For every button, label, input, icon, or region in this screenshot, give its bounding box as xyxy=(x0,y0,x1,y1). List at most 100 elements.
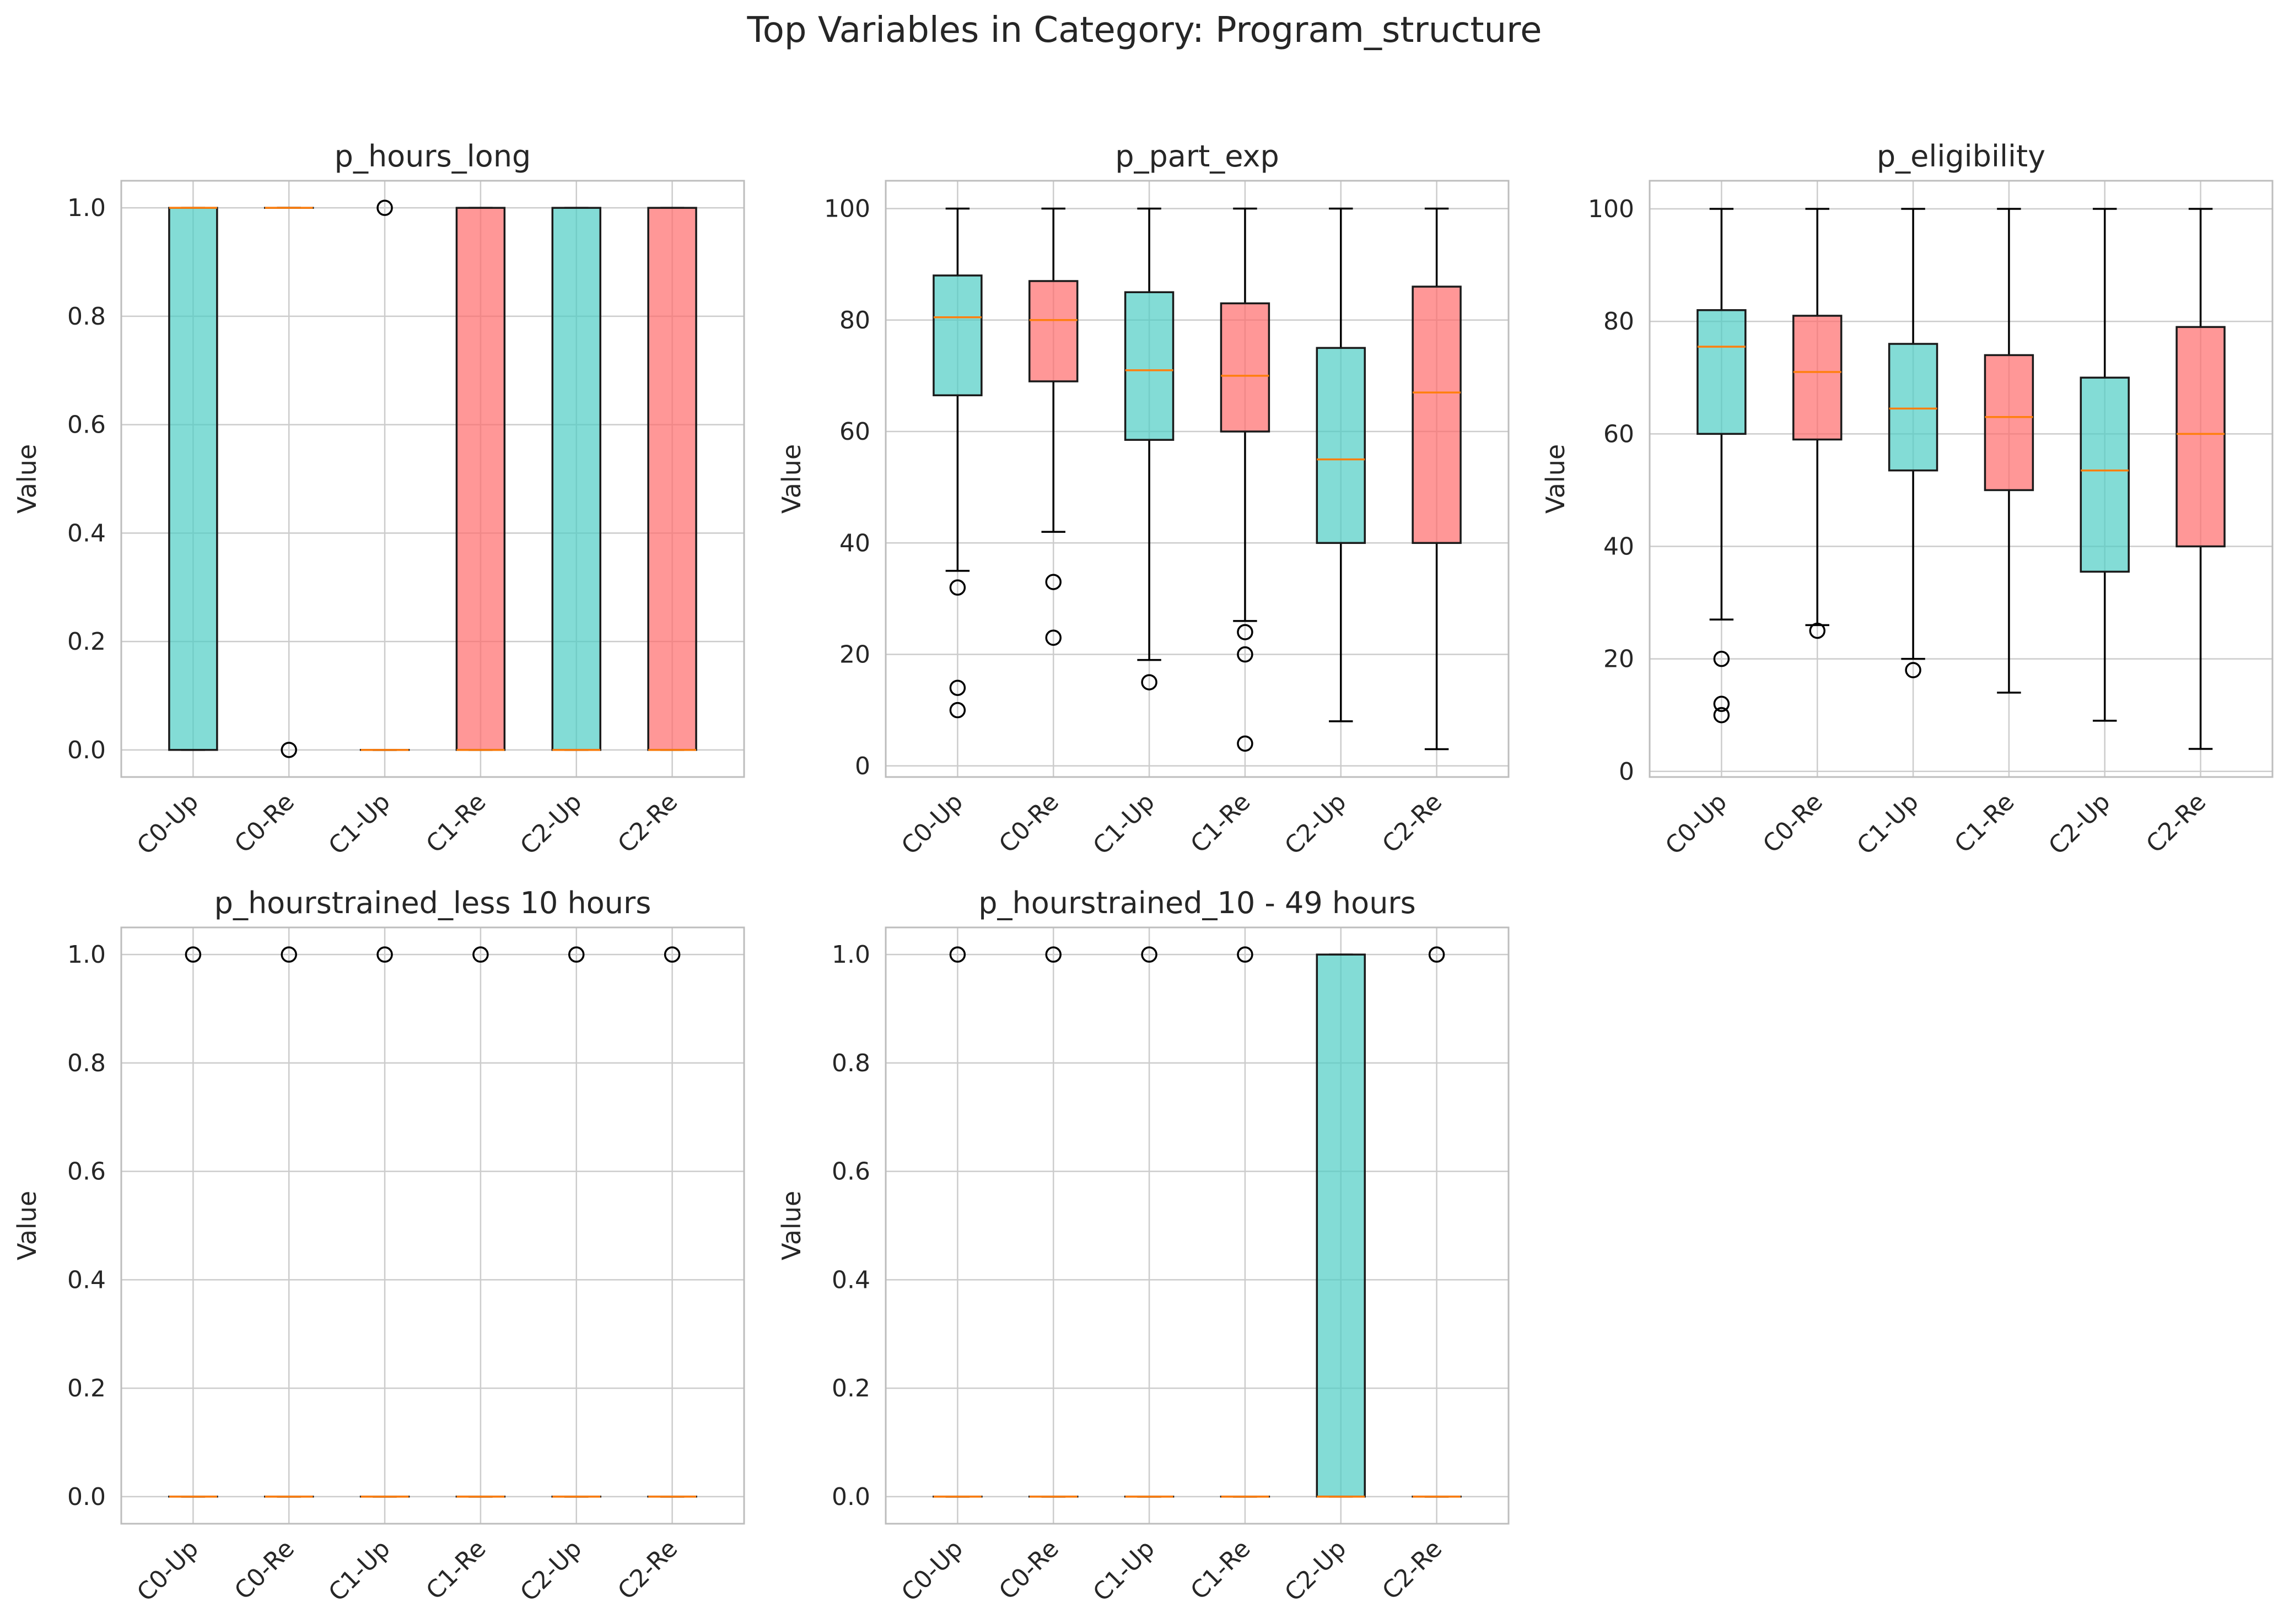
x-tick-label: C1-Re xyxy=(1186,788,1256,859)
box-C0-Re xyxy=(1792,208,1843,639)
iqr-box xyxy=(455,207,506,751)
x-tick-label: C1-Up xyxy=(1088,1535,1160,1607)
subplot-title: p_hourstrained_less 10 hours xyxy=(214,886,651,920)
y-tick-label: 0.0 xyxy=(67,736,106,764)
box-C1-Up xyxy=(1888,208,1938,678)
y-tick-label: 0.4 xyxy=(67,519,106,547)
iqr-box xyxy=(551,207,601,751)
y-tick-label: 0.8 xyxy=(832,1049,870,1077)
x-tick-label: C1-Up xyxy=(1852,788,1924,860)
x-tick-label: C2-Re xyxy=(1377,1535,1447,1605)
x-tick-label: C1-Up xyxy=(324,1535,396,1607)
iqr-box xyxy=(1696,309,1747,435)
subplot-2: 0 20 40 60 80 100 C0-Up C0-Re C1-Up C1-Re C2-Up C2-… xyxy=(777,139,1510,860)
outlier-point xyxy=(1809,622,1825,639)
outlier-point xyxy=(1713,650,1730,667)
y-tick-label: 0.0 xyxy=(832,1483,870,1511)
box-C2-Up xyxy=(551,946,601,1498)
subplot-1: 0.0 0.2 0.4 0.6 0.8 1.0 C0-Up C0-Re C1-Up C1-Re C2… xyxy=(12,139,745,860)
outlier-point xyxy=(1428,946,1445,963)
outlier-point xyxy=(376,946,393,963)
subplot-5: 0.0 0.2 0.4 0.6 0.8 1.0 C0-Up C0-Re C1-Up C1-Re C2… xyxy=(777,886,1510,1607)
outlier-point xyxy=(1045,629,1062,646)
box-C2-Up xyxy=(551,207,601,751)
outlier-point xyxy=(1141,946,1157,963)
y-tick-label: 60 xyxy=(839,418,870,446)
y-tick-label: 80 xyxy=(1603,307,1634,336)
axes-frame xyxy=(120,180,745,778)
iqr-box xyxy=(1792,315,1843,441)
y-tick-label: 0.6 xyxy=(67,411,106,439)
y-tick-label: 40 xyxy=(839,529,870,557)
outlier-point xyxy=(949,946,966,963)
x-tick-label: C0-Up xyxy=(1660,788,1732,860)
y-tick-label: 0 xyxy=(1619,758,1634,786)
x-tick-label: C1-Re xyxy=(421,788,492,859)
x-tick-label: C1-Up xyxy=(1088,788,1160,860)
y-tick-label: 0.4 xyxy=(832,1266,870,1294)
iqr-box xyxy=(2175,326,2226,548)
axes-frame xyxy=(885,180,1510,778)
subplot-title: p_part_exp xyxy=(1115,139,1279,174)
y-axis-label: Value xyxy=(12,444,42,514)
x-tick-label: C0-Up xyxy=(896,788,968,860)
x-tick-label: C0-Re xyxy=(994,788,1064,859)
outlier-point xyxy=(1905,662,1921,678)
box-C1-Up xyxy=(1124,946,1175,1498)
y-tick-label: 1.0 xyxy=(832,941,870,969)
outlier-point xyxy=(949,702,966,719)
y-tick-label: 0.4 xyxy=(67,1266,106,1294)
box-C0-Up xyxy=(168,946,218,1498)
box-C0-Up xyxy=(933,946,983,1498)
x-tick-label: C2-Up xyxy=(2043,788,2115,860)
outlier-point xyxy=(1237,624,1253,640)
y-tick-label: 0.2 xyxy=(67,1374,106,1402)
y-tick-label: 0.6 xyxy=(67,1158,106,1186)
outlier-point xyxy=(949,579,966,596)
x-tick-label: C0-Re xyxy=(1758,788,1828,859)
x-tick-label: C2-Up xyxy=(515,1535,587,1607)
box-C0-Re xyxy=(1028,207,1079,646)
iqr-box xyxy=(1412,285,1462,544)
y-tick-label: 0.2 xyxy=(67,628,106,656)
box-C0-Up xyxy=(933,207,983,719)
outlier-point xyxy=(472,946,489,963)
x-tick-label: C2-Re xyxy=(612,1535,683,1605)
iqr-box xyxy=(1124,291,1175,441)
y-tick-label: 60 xyxy=(1603,420,1634,448)
y-tick-label: 20 xyxy=(839,641,870,669)
iqr-box xyxy=(168,207,218,751)
y-axis-label: Value xyxy=(777,1191,806,1260)
y-axis-label: Value xyxy=(12,1191,42,1260)
y-axis-label: Value xyxy=(777,444,806,514)
x-tick-label: C1-Re xyxy=(1186,1535,1256,1605)
axes-frame xyxy=(1649,180,2274,778)
x-tick-label: C1-Re xyxy=(1949,788,2020,859)
outlier-point xyxy=(281,946,297,963)
iqr-box xyxy=(933,274,983,397)
y-tick-label: 0 xyxy=(855,752,870,780)
y-tick-label: 1.0 xyxy=(67,941,106,969)
iqr-box xyxy=(1316,953,1366,1498)
y-tick-label: 40 xyxy=(1603,532,1634,560)
box-C1-Re xyxy=(1984,208,2034,694)
box-C2-Re xyxy=(2175,208,2226,750)
x-tick-label: C2-Re xyxy=(2141,788,2211,859)
x-tick-label: C2-Up xyxy=(1279,788,1351,860)
iqr-box xyxy=(1028,280,1079,382)
axes-frame xyxy=(885,926,1510,1525)
y-tick-label: 1.0 xyxy=(67,194,106,222)
y-tick-label: 100 xyxy=(824,195,870,223)
x-tick-label: C1-Up xyxy=(324,788,396,860)
outlier-point xyxy=(1237,946,1253,963)
iqr-box xyxy=(1316,347,1366,544)
box-C2-Re xyxy=(647,207,697,751)
box-C2-Re xyxy=(1412,207,1462,751)
box-C0-Up xyxy=(168,207,218,751)
x-tick-label: C2-Re xyxy=(612,788,683,859)
box-C1-Up xyxy=(1124,207,1175,690)
box-C0-Re xyxy=(264,207,314,758)
y-tick-label: 0.2 xyxy=(832,1374,870,1402)
y-tick-label: 0.8 xyxy=(67,1049,106,1077)
